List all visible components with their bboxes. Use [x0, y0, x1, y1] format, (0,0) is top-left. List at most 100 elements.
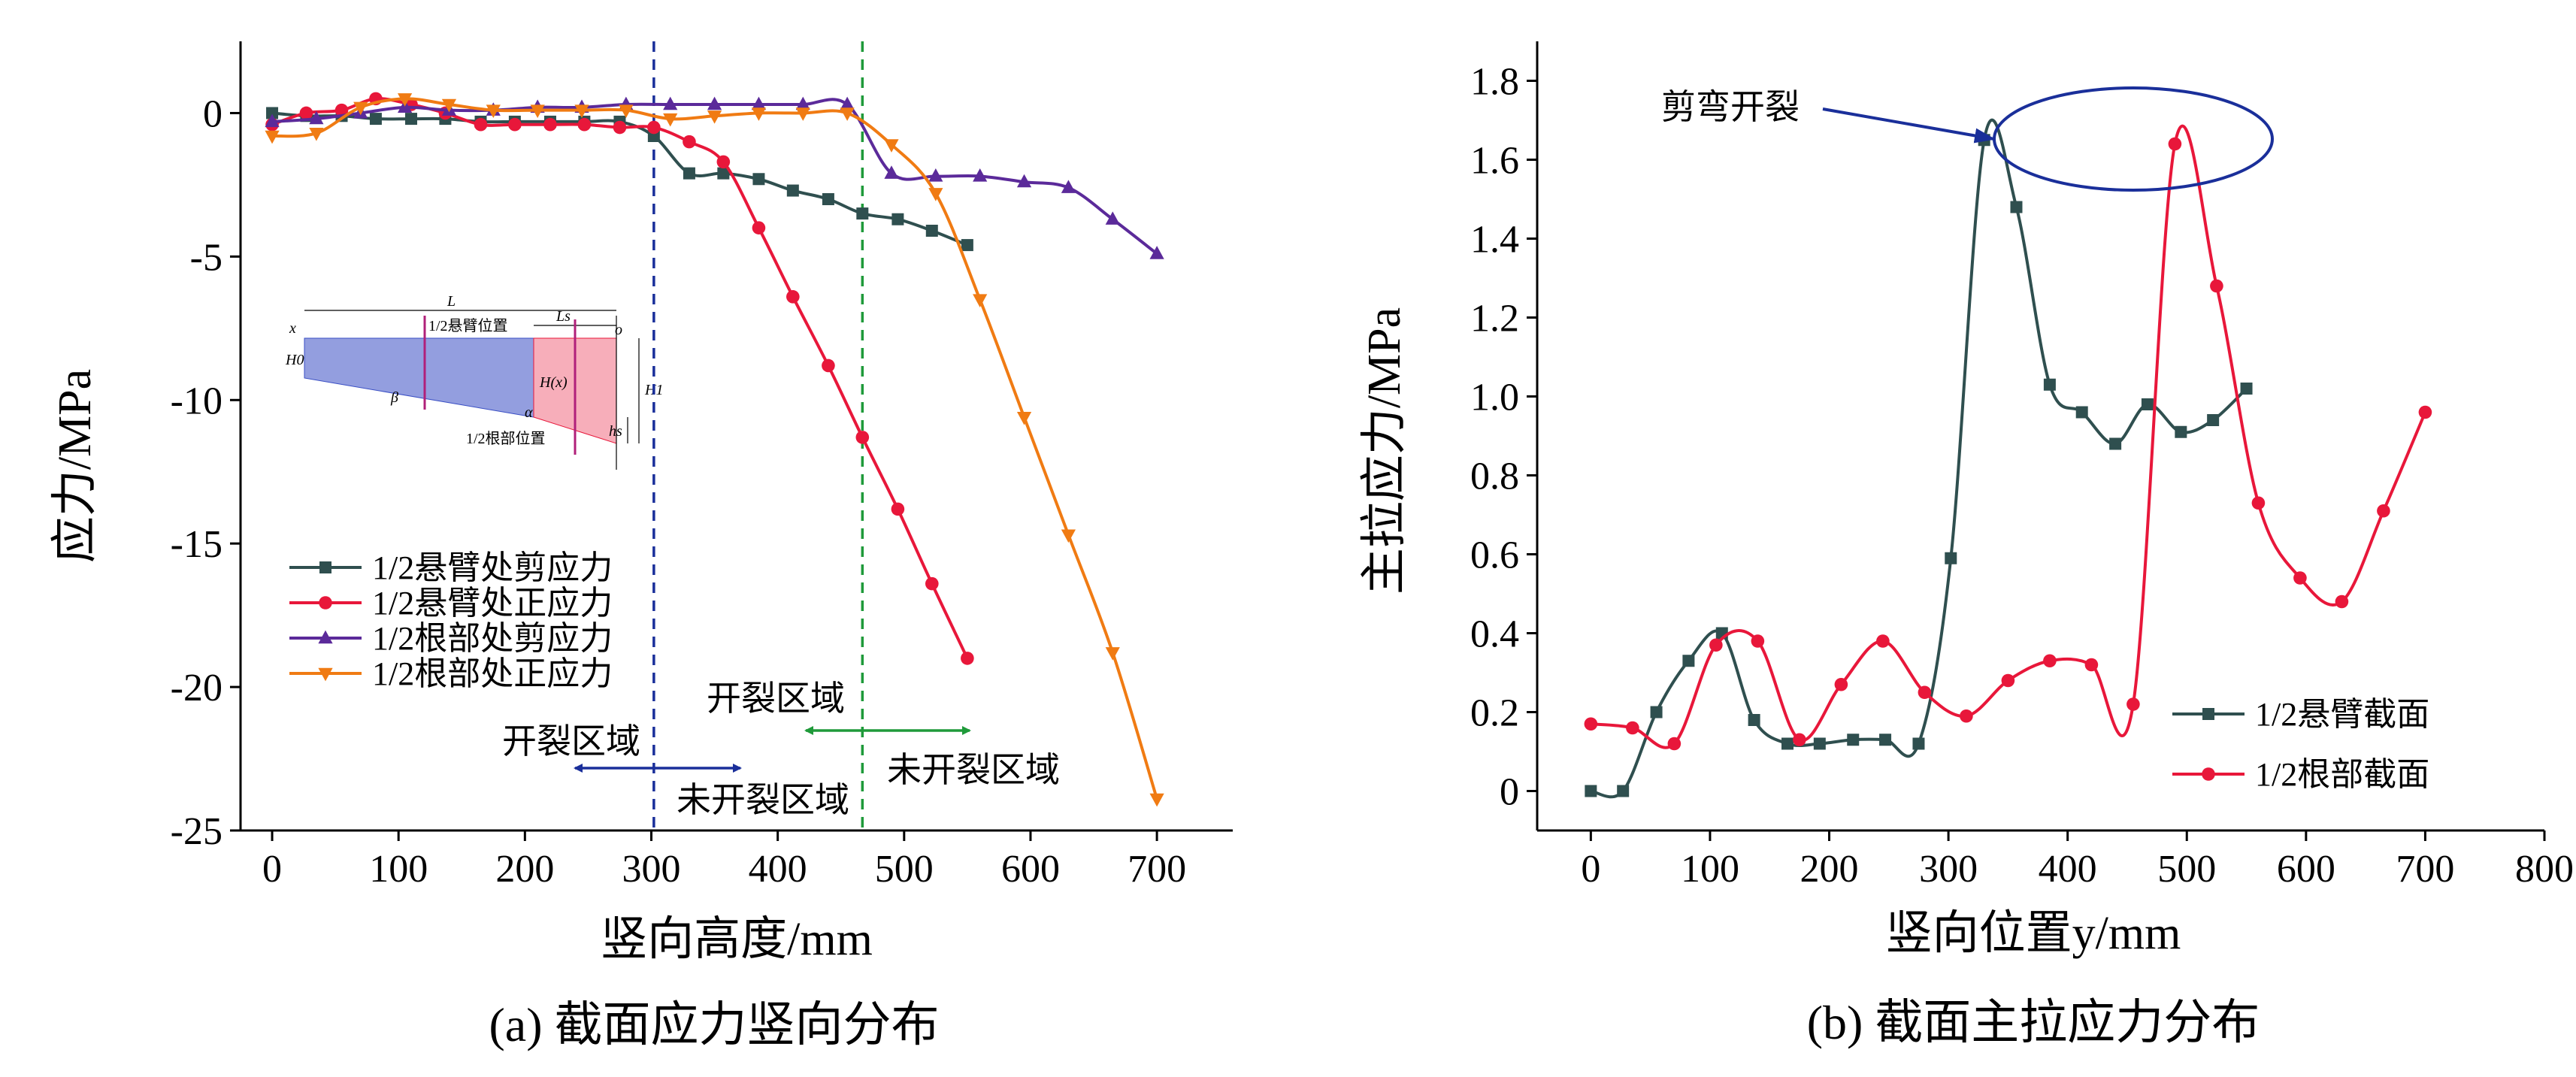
panel-b-y-label: 主拉应力/MPa	[1359, 307, 1410, 594]
y-tick-label: 0.6	[1470, 534, 1519, 577]
region-a-uncracked-label: 未开裂区域	[677, 781, 849, 819]
data-point	[543, 118, 557, 132]
data-point	[2043, 654, 2057, 667]
data-point	[2126, 697, 2140, 711]
inset-label-Ls: Ls	[555, 308, 571, 325]
data-point	[1847, 734, 1859, 746]
inset-label-cantilever: 1/2悬臂位置	[428, 317, 508, 334]
y-tick-label: 0.2	[1470, 692, 1519, 735]
inset-label-o: o	[615, 322, 622, 338]
panel-b-x-tick-labels: 0 100 200 300 400 500 600 700 800	[1581, 848, 2574, 891]
y-tick-label: 1.0	[1470, 377, 1519, 419]
data-point	[1585, 785, 1597, 797]
x-tick-label: 800	[2515, 848, 2574, 891]
data-point	[926, 225, 938, 237]
data-point	[1106, 211, 1120, 225]
data-point	[752, 173, 764, 185]
x-tick-label: 300	[1919, 848, 1978, 891]
data-point	[961, 652, 974, 665]
data-point	[2142, 398, 2154, 410]
data-point	[2002, 674, 2015, 688]
y-tick-label: -15	[171, 523, 222, 566]
region-b-uncracked-label: 未开裂区域	[887, 751, 1060, 789]
panel-b-caption: (b) 截面主拉应力分布	[1807, 996, 2260, 1049]
region-b-cracked-label: 开裂区域	[707, 679, 845, 718]
region-a-cracked-label: 开裂区域	[502, 722, 640, 761]
x-tick-label: 600	[2277, 848, 2335, 891]
data-point	[1017, 412, 1031, 425]
y-tick-label: 1.4	[1470, 219, 1519, 262]
data-point	[925, 577, 939, 591]
series-line	[1591, 126, 2425, 748]
data-point	[613, 121, 627, 135]
y-tick-label: 0	[203, 92, 222, 135]
data-point	[1960, 709, 1973, 723]
data-point	[2175, 426, 2187, 438]
data-point	[508, 118, 522, 132]
data-point	[1835, 678, 1848, 691]
data-point	[2419, 406, 2432, 419]
data-point	[2109, 438, 2121, 450]
data-point	[2241, 383, 2253, 395]
data-point	[1061, 530, 1076, 543]
data-point	[300, 107, 313, 120]
data-point	[1748, 714, 1760, 726]
x-tick-label: 100	[369, 848, 428, 891]
data-point	[683, 168, 695, 180]
data-point	[1651, 706, 1663, 719]
x-tick-label: 0	[1581, 848, 1600, 891]
data-point	[1781, 738, 1794, 750]
data-point	[1585, 717, 1598, 731]
data-point	[2169, 138, 2182, 151]
inset-blue-section	[304, 338, 534, 417]
legend-marker	[2202, 708, 2214, 720]
data-point	[1751, 634, 1765, 648]
panel-b-legend: 1/2悬臂截面 1/2根部截面	[2172, 696, 2429, 793]
x-tick-label: 400	[2039, 848, 2097, 891]
data-point	[891, 213, 904, 225]
data-point	[1793, 733, 1806, 746]
data-point	[370, 113, 382, 125]
panel-b: 0 100 200 300 400 500 600 700 800 0 0.2 0.4 0.6 0.8 1…	[1359, 41, 2574, 1049]
data-point	[1814, 738, 1826, 750]
y-tick-label: -25	[171, 810, 222, 853]
data-point	[928, 188, 943, 201]
legend-label: 1/2悬臂截面	[2255, 696, 2429, 733]
inset-label-x: x	[289, 320, 296, 337]
legend-marker	[319, 596, 332, 610]
panel-a-x-tick-labels: 0 100 200 300 400 500 600 700	[262, 848, 1186, 891]
panel-a-y-label: 应力/MPa	[50, 369, 101, 563]
data-point	[1912, 738, 1924, 750]
inset-label-root: 1/2根部位置	[466, 430, 546, 447]
data-point	[1106, 647, 1120, 661]
x-tick-label: 100	[1681, 848, 1739, 891]
legend-marker	[319, 561, 331, 573]
data-point	[2377, 504, 2390, 518]
inset-label-alpha: α	[525, 404, 533, 421]
data-point	[1668, 737, 1682, 751]
data-point	[2207, 414, 2219, 426]
y-tick-label: 1.2	[1470, 298, 1519, 340]
panel-a-x-label: 竖向高度/mm	[601, 914, 873, 965]
series-2	[1585, 126, 2432, 751]
panel-b-x-label: 竖向位置y/mm	[1886, 908, 2181, 959]
data-point	[2293, 571, 2307, 585]
data-point	[683, 135, 696, 149]
x-tick-label: 500	[2157, 848, 2216, 891]
data-point	[1617, 785, 1629, 797]
legend-label: 1/2根部截面	[2255, 756, 2429, 793]
series-line	[1591, 120, 2246, 797]
data-point	[856, 431, 870, 444]
data-point	[2335, 595, 2349, 609]
inset-label-L: L	[446, 293, 456, 310]
panel-b-y-tick-labels: 0 0.2 0.4 0.6 0.8 1.0 1.2 1.4 1.6 1.8	[1470, 61, 1519, 814]
data-point	[2210, 280, 2223, 293]
legend-label: 1/2悬臂处剪应力	[372, 549, 613, 586]
shear-crack-ellipse	[1994, 88, 2272, 190]
inset-label-beta: β	[390, 389, 398, 406]
inset-label-Hx: H(x)	[539, 374, 568, 391]
x-tick-label: 200	[1800, 848, 1859, 891]
data-point	[2076, 407, 2088, 419]
data-point	[787, 185, 799, 197]
